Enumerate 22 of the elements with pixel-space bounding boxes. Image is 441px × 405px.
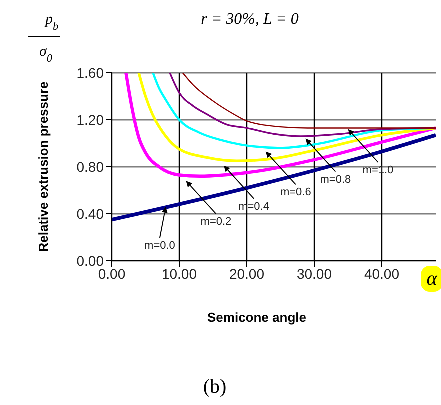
y-tick-label: 1.20	[76, 112, 104, 128]
annotation: m=0.8	[320, 174, 352, 186]
annotation: m=0.2	[200, 216, 232, 228]
text: (b)	[203, 376, 227, 398]
line-series	[182, 73, 436, 129]
text: σ$_{0}$	[39, 44, 53, 65]
x-tick-label: 10.00	[162, 266, 198, 282]
x-tick-label: 20.00	[229, 266, 265, 282]
annotation: m=0.6	[280, 186, 312, 199]
y-axis-title: Relative extrusion pressure	[36, 82, 51, 252]
text: α	[426, 268, 438, 290]
chart-title: r = 30%, L = 0	[201, 11, 299, 28]
line-series	[138, 73, 436, 162]
line-series	[152, 73, 436, 150]
x-tick-label: 30.00	[296, 266, 332, 282]
annotation: m=0.0	[144, 240, 176, 252]
x-tick-label: 40.00	[364, 266, 400, 282]
y-tick-label: 0.40	[76, 206, 104, 222]
x-axis-title: Semicone angle	[208, 310, 306, 325]
text: p$_{b}$	[44, 12, 59, 33]
y-tick-label: 1.60	[76, 64, 104, 81]
y-tick-label: 0.80	[76, 158, 104, 175]
